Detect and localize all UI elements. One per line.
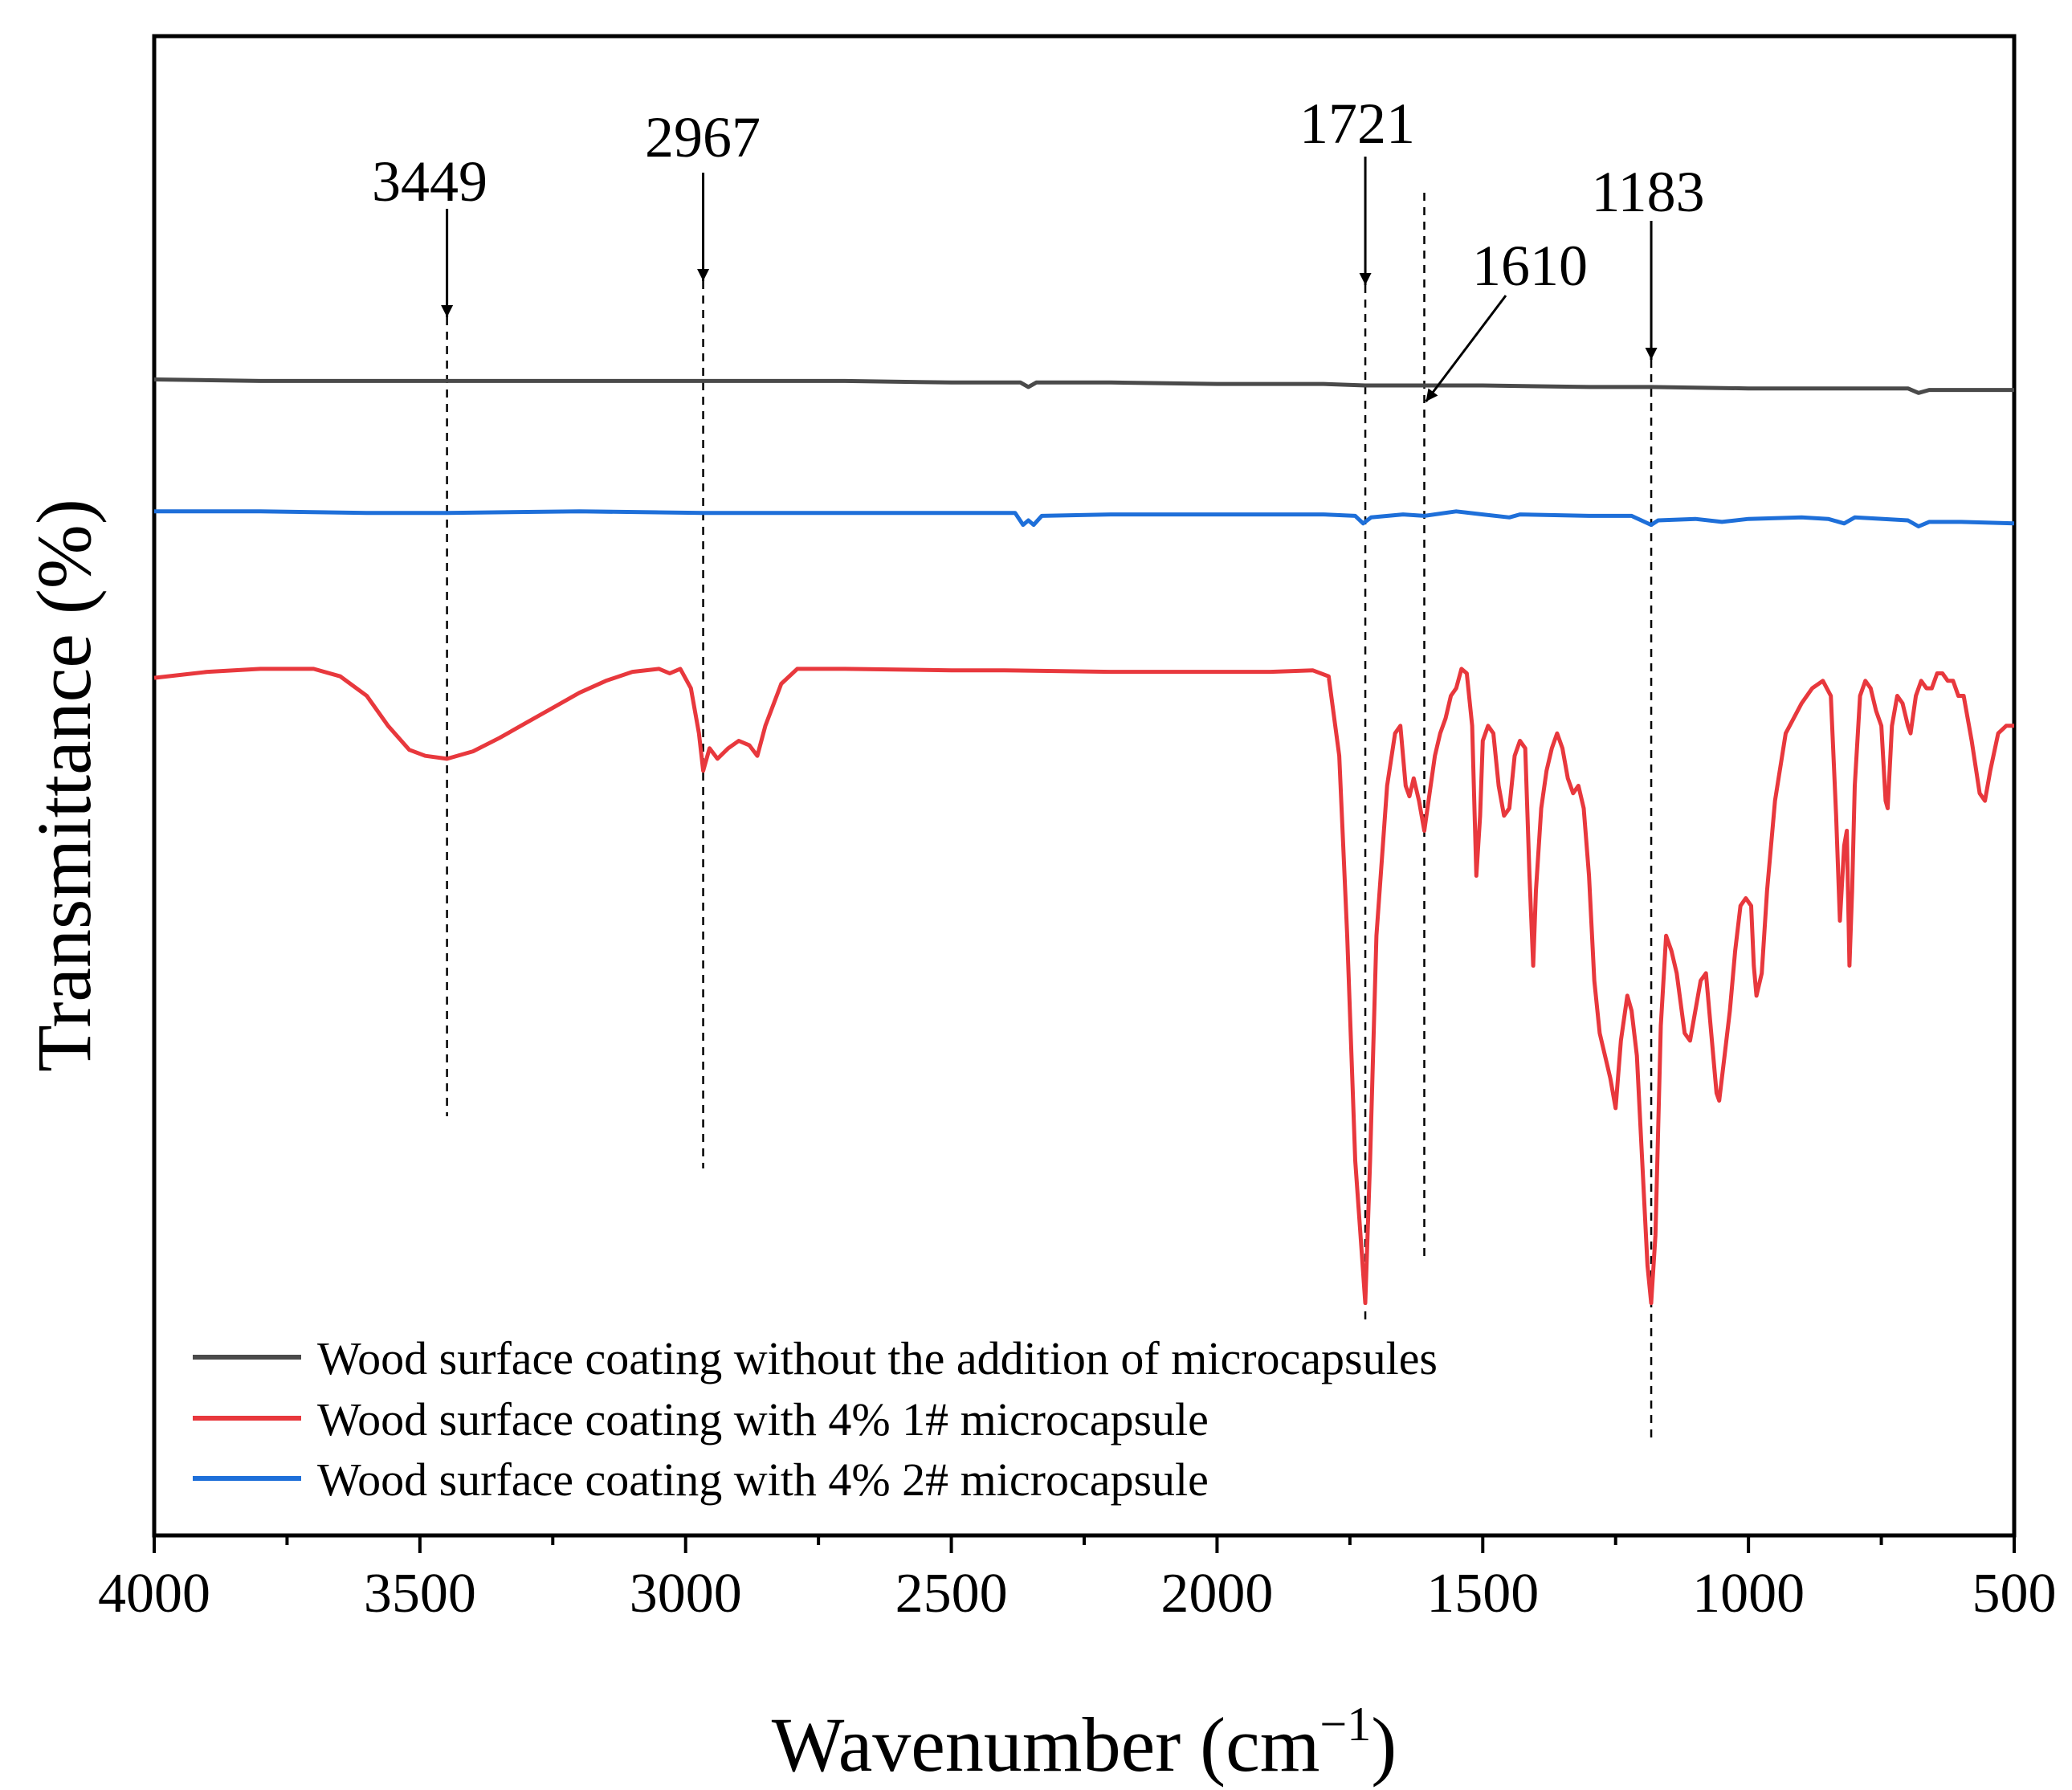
x-axis-title: Wavenumber (cm−1) [772,1698,1397,1788]
x-tick-label: 2500 [895,1563,1008,1625]
legend-label-series-1: Wood surface coating without the additio… [317,1332,1438,1384]
peak-label-1183: 1183 [1591,160,1704,224]
series-line-3 [154,509,2015,528]
peak-label-1610: 1610 [1472,234,1588,298]
x-tick-label: 4000 [98,1563,210,1625]
plot-frame [152,34,2017,1538]
legend-label-series-2: Wood surface coating with 4% 1# microcap… [317,1393,1209,1445]
peak-label-3449: 3449 [372,149,487,214]
series-line-1 [153,377,2014,395]
peak-1610-arrow [1425,295,1507,402]
x-tick-label: 2000 [1160,1563,1273,1625]
y-axis-title: Transmittance (%) [21,499,107,1072]
legend-label-series-3: Wood surface coating with 4% 2# microcap… [317,1454,1209,1506]
series-line-2 [153,667,2014,1306]
series-lines [153,377,2015,1306]
peak-label-2967: 2967 [645,105,761,169]
legend: Wood surface coating without the additio… [193,1332,1438,1506]
x-tick-label: 1500 [1426,1563,1539,1625]
reference-lines [446,193,1653,1437]
x-tick-label: 500 [1972,1563,2057,1625]
x-axis-tick-labels: 4000 3500 3000 2500 2000 1500 1000 500 [98,1563,2057,1625]
x-tick-label: 3000 [630,1563,742,1625]
x-tick-label: 1000 [1692,1563,1805,1625]
peak-label-1721: 1721 [1299,92,1415,156]
x-axis-ticks [153,1535,2016,1553]
x-tick-label: 3500 [364,1563,476,1625]
